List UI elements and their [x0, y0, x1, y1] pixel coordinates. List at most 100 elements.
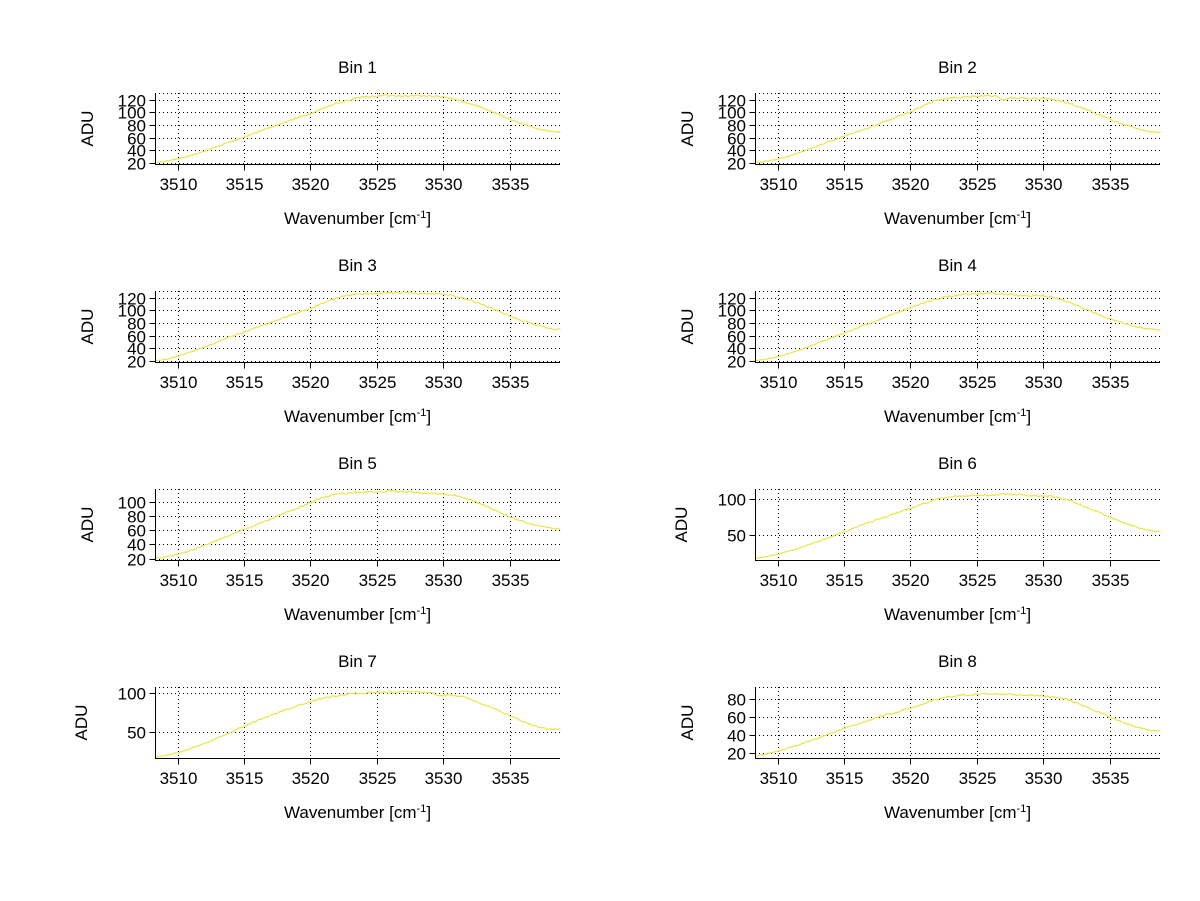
x-axis: 3510 3515 3520 3525 3530 3535: [160, 362, 530, 392]
x-axis: 3510 3515 3520 3525 3530 3535: [760, 362, 1129, 392]
y-tick-label: 60: [127, 328, 146, 347]
spectrum-line: [754, 692, 1161, 757]
x-axis-label-tail: ]: [1026, 407, 1031, 426]
x-axis-label: Wavenumber [cm-1]: [284, 407, 431, 426]
y-tick-label: 60: [727, 130, 746, 149]
x-axis-label-main: Wavenumber [cm: [284, 407, 417, 426]
y-tick-label: 100: [118, 685, 146, 704]
spectrum-line: [154, 94, 561, 164]
axes: [754, 489, 1160, 562]
panel-title: Bin 6: [938, 454, 977, 473]
panel-title: Bin 4: [938, 256, 977, 275]
panel-title: Bin 7: [338, 652, 377, 671]
axes: [154, 291, 560, 364]
y-tick-label: 20: [127, 155, 146, 174]
axes: [754, 687, 1160, 760]
x-tick-label: 3530: [425, 373, 463, 392]
y-tick-label: 40: [727, 340, 746, 359]
x-tick-label: 3525: [959, 175, 997, 194]
x-axis-label-tail: ]: [426, 209, 431, 228]
x-tick-label: 3520: [892, 175, 930, 194]
x-axis-label-exponent: -1: [1017, 605, 1027, 617]
x-tick-label: 3515: [826, 175, 864, 194]
x-axis-label-exponent: -1: [417, 407, 427, 419]
axes: [154, 93, 560, 166]
x-tick-label: 3510: [760, 571, 798, 590]
plot-panel-bin8: Bin 8 3510 3515 3520 3525 3530 3535 20 40 60 80 ADU…: [600, 634, 1200, 832]
y-tick-label: 20: [727, 745, 746, 764]
y-axis-label: ADU: [678, 111, 697, 147]
y-tick-label: 50: [727, 527, 746, 546]
plot-svg-bin6: Bin 6 3510 3515 3520 3525 3530 3535 50 100 ADU Wav…: [672, 454, 1161, 624]
gridlines: [155, 291, 560, 362]
plot-svg-bin4: Bin 4 3510 3515 3520 3525 3530 3535 20406080100…: [678, 256, 1161, 426]
x-tick-label: 3520: [892, 571, 930, 590]
y-tick-label: 100: [118, 104, 146, 123]
x-axis: 3510 3515 3520 3525 3530 3535: [160, 164, 530, 194]
x-tick-label: 3535: [492, 175, 530, 194]
gridlines: [155, 93, 560, 164]
x-tick-label: 3535: [492, 769, 530, 788]
x-axis-label-main: Wavenumber [cm: [884, 803, 1017, 822]
x-tick-label: 3530: [425, 769, 463, 788]
x-tick-label: 3530: [1025, 571, 1063, 590]
y-tick-label: 60: [727, 328, 746, 347]
y-axis-label: ADU: [672, 507, 691, 543]
x-tick-label: 3530: [425, 571, 463, 590]
x-axis-label-tail: ]: [426, 605, 431, 624]
spectrum-line: [154, 690, 561, 758]
y-tick-label: 20: [127, 551, 146, 570]
axes: [154, 687, 560, 760]
x-axis-label-exponent: -1: [1017, 407, 1027, 419]
x-tick-label: 3530: [1025, 373, 1063, 392]
x-tick-label: 3535: [492, 373, 530, 392]
y-tick-label: 20: [727, 353, 746, 372]
x-tick-label: 3535: [1092, 175, 1130, 194]
y-axis-label: ADU: [72, 705, 91, 741]
y-axis-label: ADU: [78, 309, 97, 345]
axes: [754, 93, 1160, 166]
y-tick-label: 50: [127, 724, 146, 743]
x-axis-label-exponent: -1: [1017, 803, 1027, 815]
x-axis: 3510 3515 3520 3525 3530 3535: [760, 164, 1130, 194]
gridlines: [155, 687, 560, 758]
x-axis-label-exponent: -1: [417, 209, 427, 221]
x-tick-label: 3510: [760, 373, 798, 392]
gridlines: [755, 291, 1160, 362]
spectrum-line: [154, 489, 561, 560]
plot-svg-bin5: Bin 5 3510 3515 3520 3525 3530 3535 20406080100…: [78, 454, 561, 624]
panel-title: Bin 1: [338, 58, 377, 77]
y-axis-label: ADU: [678, 705, 697, 741]
plot-panel-bin3: Bin 3 3510 3515 3520 3525 3530 3535 20 40 60 80 100…: [0, 238, 600, 436]
y-tick-label: 100: [118, 302, 146, 321]
x-axis-label: Wavenumber [cm-1]: [284, 803, 431, 822]
gridlines: [155, 489, 560, 560]
y-tick-label: 100: [718, 491, 746, 510]
x-tick-label: 3530: [425, 175, 463, 194]
x-axis-label-main: Wavenumber [cm: [884, 209, 1017, 228]
y-tick-label: 40: [127, 142, 146, 161]
spectrum-line: [754, 94, 1161, 164]
y-tick-label: 80: [727, 315, 746, 334]
panel-title: Bin 5: [338, 454, 377, 473]
spectrum-line: [754, 292, 1161, 362]
plot-panel-bin4: Bin 4 3510 3515 3520 3525 3530 3535 20 40 60 80 100…: [600, 238, 1200, 436]
y-tick-label: 80: [727, 691, 746, 710]
plot-panel-bin6: Bin 6 3510 3515 3520 3525 3530 3535 50 100 ADU Wav…: [600, 436, 1200, 634]
y-tick-label: 120: [718, 290, 746, 309]
x-tick-label: 3525: [359, 769, 397, 788]
x-tick-label: 3520: [292, 373, 330, 392]
y-tick-label: 100: [718, 104, 746, 123]
panel-title: Bin 8: [938, 652, 977, 671]
x-tick-label: 3515: [226, 571, 264, 590]
x-axis-label-exponent: -1: [1017, 209, 1027, 221]
x-axis-label-exponent: -1: [417, 803, 427, 815]
x-axis-label: Wavenumber [cm-1]: [284, 209, 431, 228]
gridlines: [755, 93, 1160, 164]
panel-title: Bin 2: [938, 58, 977, 77]
